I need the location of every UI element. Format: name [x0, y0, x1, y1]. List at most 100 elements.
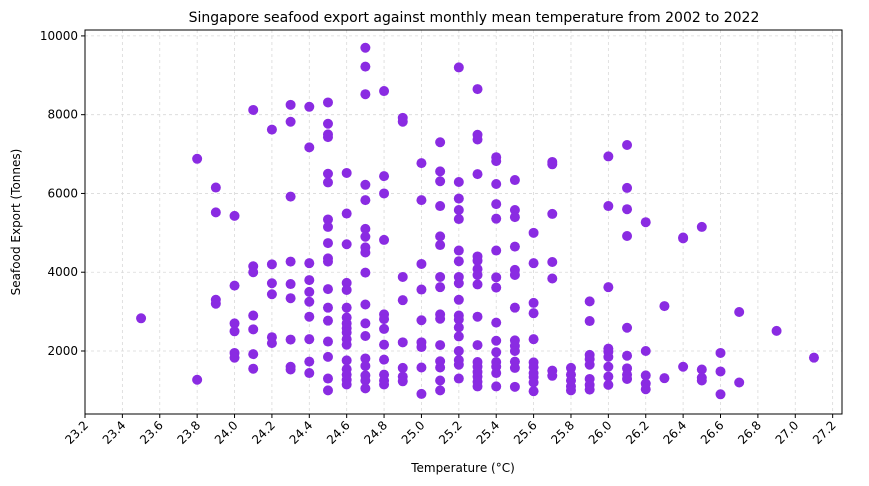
scatter-point	[622, 373, 633, 384]
scatter-point	[360, 360, 371, 371]
scatter-point	[435, 201, 446, 212]
scatter-point	[416, 315, 427, 326]
scatter-point	[285, 334, 296, 345]
scatter-point	[248, 349, 259, 360]
x-axis-label: Temperature (°C)	[410, 461, 515, 475]
x-tick-label: 24.6	[324, 418, 353, 447]
x-tick-label: 25.4	[474, 418, 503, 447]
scatter-point	[210, 182, 221, 193]
scatter-point	[379, 314, 390, 325]
x-tick-label: 26.4	[660, 418, 689, 447]
scatter-point	[304, 142, 315, 153]
scatter-point	[304, 311, 315, 322]
scatter-point	[622, 322, 633, 333]
scatter-point	[360, 353, 371, 364]
scatter-point	[435, 282, 446, 293]
scatter-point	[584, 359, 595, 370]
scatter-point	[285, 364, 296, 375]
scatter-point	[379, 86, 390, 97]
scatter-point	[453, 373, 464, 384]
scatter-point	[416, 195, 427, 206]
scatter-point	[509, 241, 520, 252]
y-tick-label: 8000	[47, 108, 78, 122]
scatter-point	[472, 134, 483, 145]
scatter-point	[491, 178, 502, 189]
scatter-point	[322, 168, 333, 179]
scatter-point	[435, 362, 446, 373]
scatter-point	[472, 279, 483, 290]
scatter-point	[304, 334, 315, 345]
x-tick-label: 24.8	[361, 418, 390, 447]
scatter-point	[509, 212, 520, 223]
scatter-point	[136, 313, 147, 324]
scatter-point	[547, 370, 558, 381]
scatter-point	[771, 325, 782, 336]
scatter-point	[379, 171, 390, 182]
scatter-point	[322, 336, 333, 347]
scatter-point	[341, 284, 352, 295]
x-tick-label: 25.2	[436, 418, 465, 447]
scatter-point	[659, 301, 670, 312]
scatter-point	[360, 267, 371, 278]
scatter-point	[304, 275, 315, 286]
scatter-point	[360, 61, 371, 72]
scatter-point	[472, 255, 483, 266]
scatter-point	[397, 116, 408, 127]
scatter-point	[397, 295, 408, 306]
scatter-point	[416, 388, 427, 399]
scatter-point	[472, 84, 483, 95]
scatter-point	[584, 296, 595, 307]
scatter-point	[322, 238, 333, 249]
scatter-point	[285, 256, 296, 267]
x-tick-label: 23.6	[137, 418, 166, 447]
scatter-point	[472, 311, 483, 322]
scatter-point	[379, 234, 390, 245]
scatter-point	[565, 385, 576, 396]
x-tick-label: 23.8	[174, 418, 203, 447]
scatter-point	[491, 335, 502, 346]
scatter-point	[379, 323, 390, 334]
scatter-point	[547, 273, 558, 284]
scatter-point	[509, 345, 520, 356]
scatter-point	[453, 245, 464, 256]
scatter-point	[416, 158, 427, 169]
scatter-point	[453, 214, 464, 225]
scatter-point	[266, 338, 277, 349]
scatter-point	[435, 137, 446, 148]
scatter-point	[491, 368, 502, 379]
scatter-point	[360, 179, 371, 190]
scatter-point	[734, 377, 745, 388]
scatter-point	[248, 324, 259, 335]
scatter-point	[528, 258, 539, 269]
scatter-point	[379, 379, 390, 390]
scatter-point	[248, 104, 259, 115]
data-points	[136, 42, 819, 400]
scatter-point	[304, 101, 315, 112]
scatter-point	[472, 269, 483, 280]
scatter-point	[547, 256, 558, 267]
scatter-point	[491, 156, 502, 167]
scatter-point	[696, 221, 707, 232]
scatter-point	[192, 153, 203, 164]
scatter-point	[472, 381, 483, 392]
scatter-point	[229, 210, 240, 221]
scatter-point	[322, 118, 333, 129]
scatter-point	[584, 384, 595, 395]
scatter-point	[416, 284, 427, 295]
scatter-point	[491, 245, 502, 256]
scatter-point	[509, 204, 520, 215]
scatter-point	[322, 351, 333, 362]
scatter-point	[322, 97, 333, 108]
scatter-point	[715, 389, 726, 400]
grid-lines	[84, 30, 842, 414]
scatter-point	[622, 230, 633, 241]
scatter-point	[210, 298, 221, 309]
scatter-point	[360, 247, 371, 258]
scatter-point	[491, 317, 502, 328]
scatter-point	[453, 62, 464, 73]
y-tick-label: 2000	[47, 344, 78, 358]
plot-frame	[84, 29, 843, 415]
scatter-point	[640, 384, 651, 395]
scatter-point	[715, 347, 726, 358]
scatter-point	[435, 340, 446, 351]
